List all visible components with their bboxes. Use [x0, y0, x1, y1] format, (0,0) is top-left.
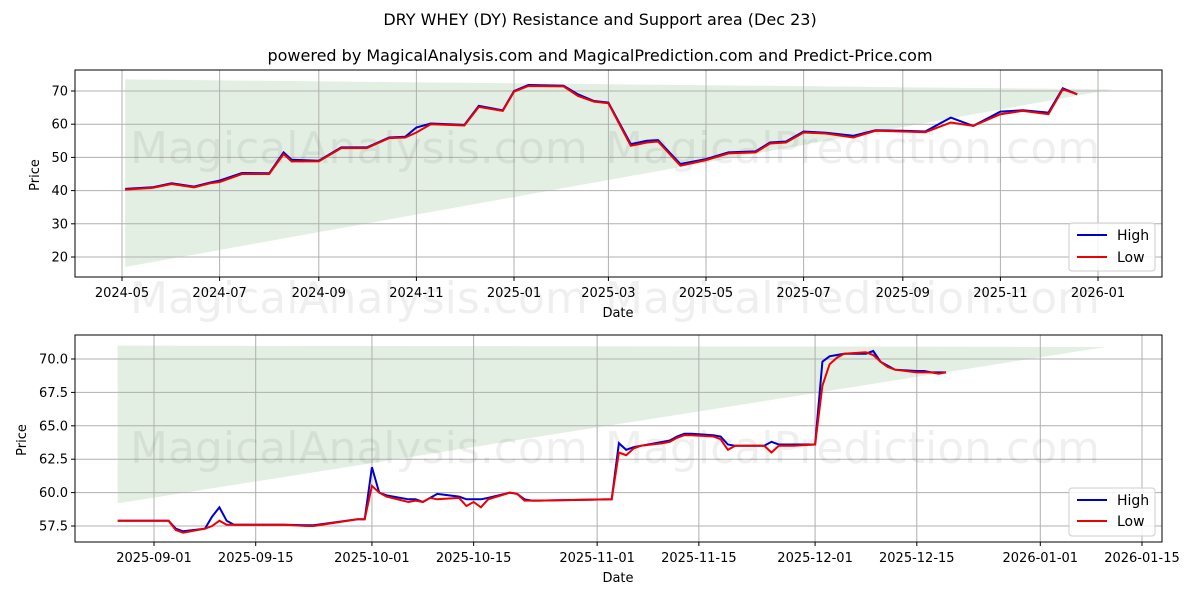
x-tick-label: 2025-03	[581, 286, 635, 301]
chart-subtitle: powered by MagicalAnalysis.com and Magic…	[267, 46, 933, 65]
top-watermark-left-lower: MagicalAnalysis.com	[130, 273, 588, 324]
x-tick-label: 2025-09-01	[116, 551, 192, 566]
x-tick-label: 2026-01-15	[1104, 551, 1180, 566]
x-tick-label: 2025-01	[487, 286, 541, 301]
x-tick-label: 2025-09	[876, 286, 930, 301]
x-tick-label: 2024-07	[192, 286, 246, 301]
bottom-y-axis: 57.5 60.0 62.5 65.0 67.5 70.0	[39, 353, 75, 535]
x-tick-label: 2025-11-15	[661, 551, 737, 566]
top-y-axis-label: Price	[28, 159, 43, 191]
top-watermark-right: MagicalPrediction.com	[605, 123, 1100, 174]
chart-title: DRY WHEY (DY) Resistance and Support are…	[383, 10, 817, 29]
bottom-legend: High Low	[1068, 487, 1156, 537]
x-tick-label: 2025-07	[776, 286, 830, 301]
x-tick-label: 2026-01	[1071, 286, 1125, 301]
band-area	[117, 345, 1106, 504]
x-tick-label: 2025-12-01	[777, 551, 853, 566]
y-tick-label: 62.5	[39, 453, 68, 468]
bottom-y-axis-label: Price	[15, 424, 30, 456]
bottom-low-line	[117, 351, 947, 534]
top-support-resistance-band	[125, 79, 1113, 267]
x-tick-label: 2024-09	[292, 286, 346, 301]
bottom-watermark-right: MagicalPrediction.com	[605, 423, 1100, 474]
top-x-axis: 2024-05 2024-07 2024-09 2024-11 2025-01 2025-…	[95, 277, 1125, 301]
y-tick-label: 20	[51, 251, 68, 266]
y-tick-label: 70.0	[39, 353, 68, 368]
y-tick-label: 65.0	[39, 419, 68, 434]
y-tick-label: 60.0	[39, 486, 68, 501]
y-tick-label: 57.5	[39, 520, 68, 535]
top-axes-frame	[74, 69, 1163, 278]
legend-high-label: High	[1117, 228, 1149, 244]
x-tick-label: 2025-10-15	[436, 551, 512, 566]
top-x-axis-label: Date	[602, 306, 633, 321]
x-tick-label: 2025-05	[679, 286, 733, 301]
y-tick-label: 40	[51, 184, 68, 199]
x-tick-label: 2025-12-15	[879, 551, 955, 566]
x-tick-label: 2025-09-15	[218, 551, 294, 566]
legend-low-label: Low	[1117, 250, 1145, 266]
x-tick-label: 2024-11	[389, 286, 443, 301]
bottom-x-axis: 2025-09-01 2025-09-15 2025-10-01 2025-10-15…	[116, 542, 1180, 566]
top-legend: High Low	[1068, 222, 1156, 272]
legend-low-label: Low	[1117, 514, 1145, 530]
bottom-axes-frame	[74, 334, 1163, 543]
bottom-chart: MagicalAnalysis.com MagicalPrediction.co…	[15, 334, 1180, 586]
top-chart: MagicalAnalysis.com MagicalPrediction.co…	[28, 69, 1163, 324]
y-tick-label: 60	[51, 118, 68, 133]
top-watermark-right-lower: MagicalPrediction.com	[605, 273, 1100, 324]
x-tick-label: 2026-01-01	[1003, 551, 1079, 566]
y-tick-label: 30	[51, 217, 68, 232]
top-grid	[75, 70, 1162, 277]
x-tick-label: 2025-11	[973, 286, 1027, 301]
x-tick-label: 2024-05	[95, 286, 149, 301]
top-low-line	[125, 84, 1078, 191]
y-tick-label: 67.5	[39, 386, 68, 401]
bottom-watermark-left: MagicalAnalysis.com	[130, 423, 588, 474]
legend-high-label: High	[1117, 493, 1149, 509]
y-tick-label: 50	[51, 151, 68, 166]
y-tick-label: 70	[51, 85, 68, 100]
x-tick-label: 2025-10-01	[334, 551, 410, 566]
bottom-support-resistance-band	[117, 345, 1106, 504]
bottom-x-axis-label: Date	[602, 571, 633, 586]
band-area	[125, 79, 1113, 267]
x-tick-label: 2025-11-01	[559, 551, 635, 566]
top-y-axis: 20 30 40 50 60 70	[51, 85, 75, 266]
